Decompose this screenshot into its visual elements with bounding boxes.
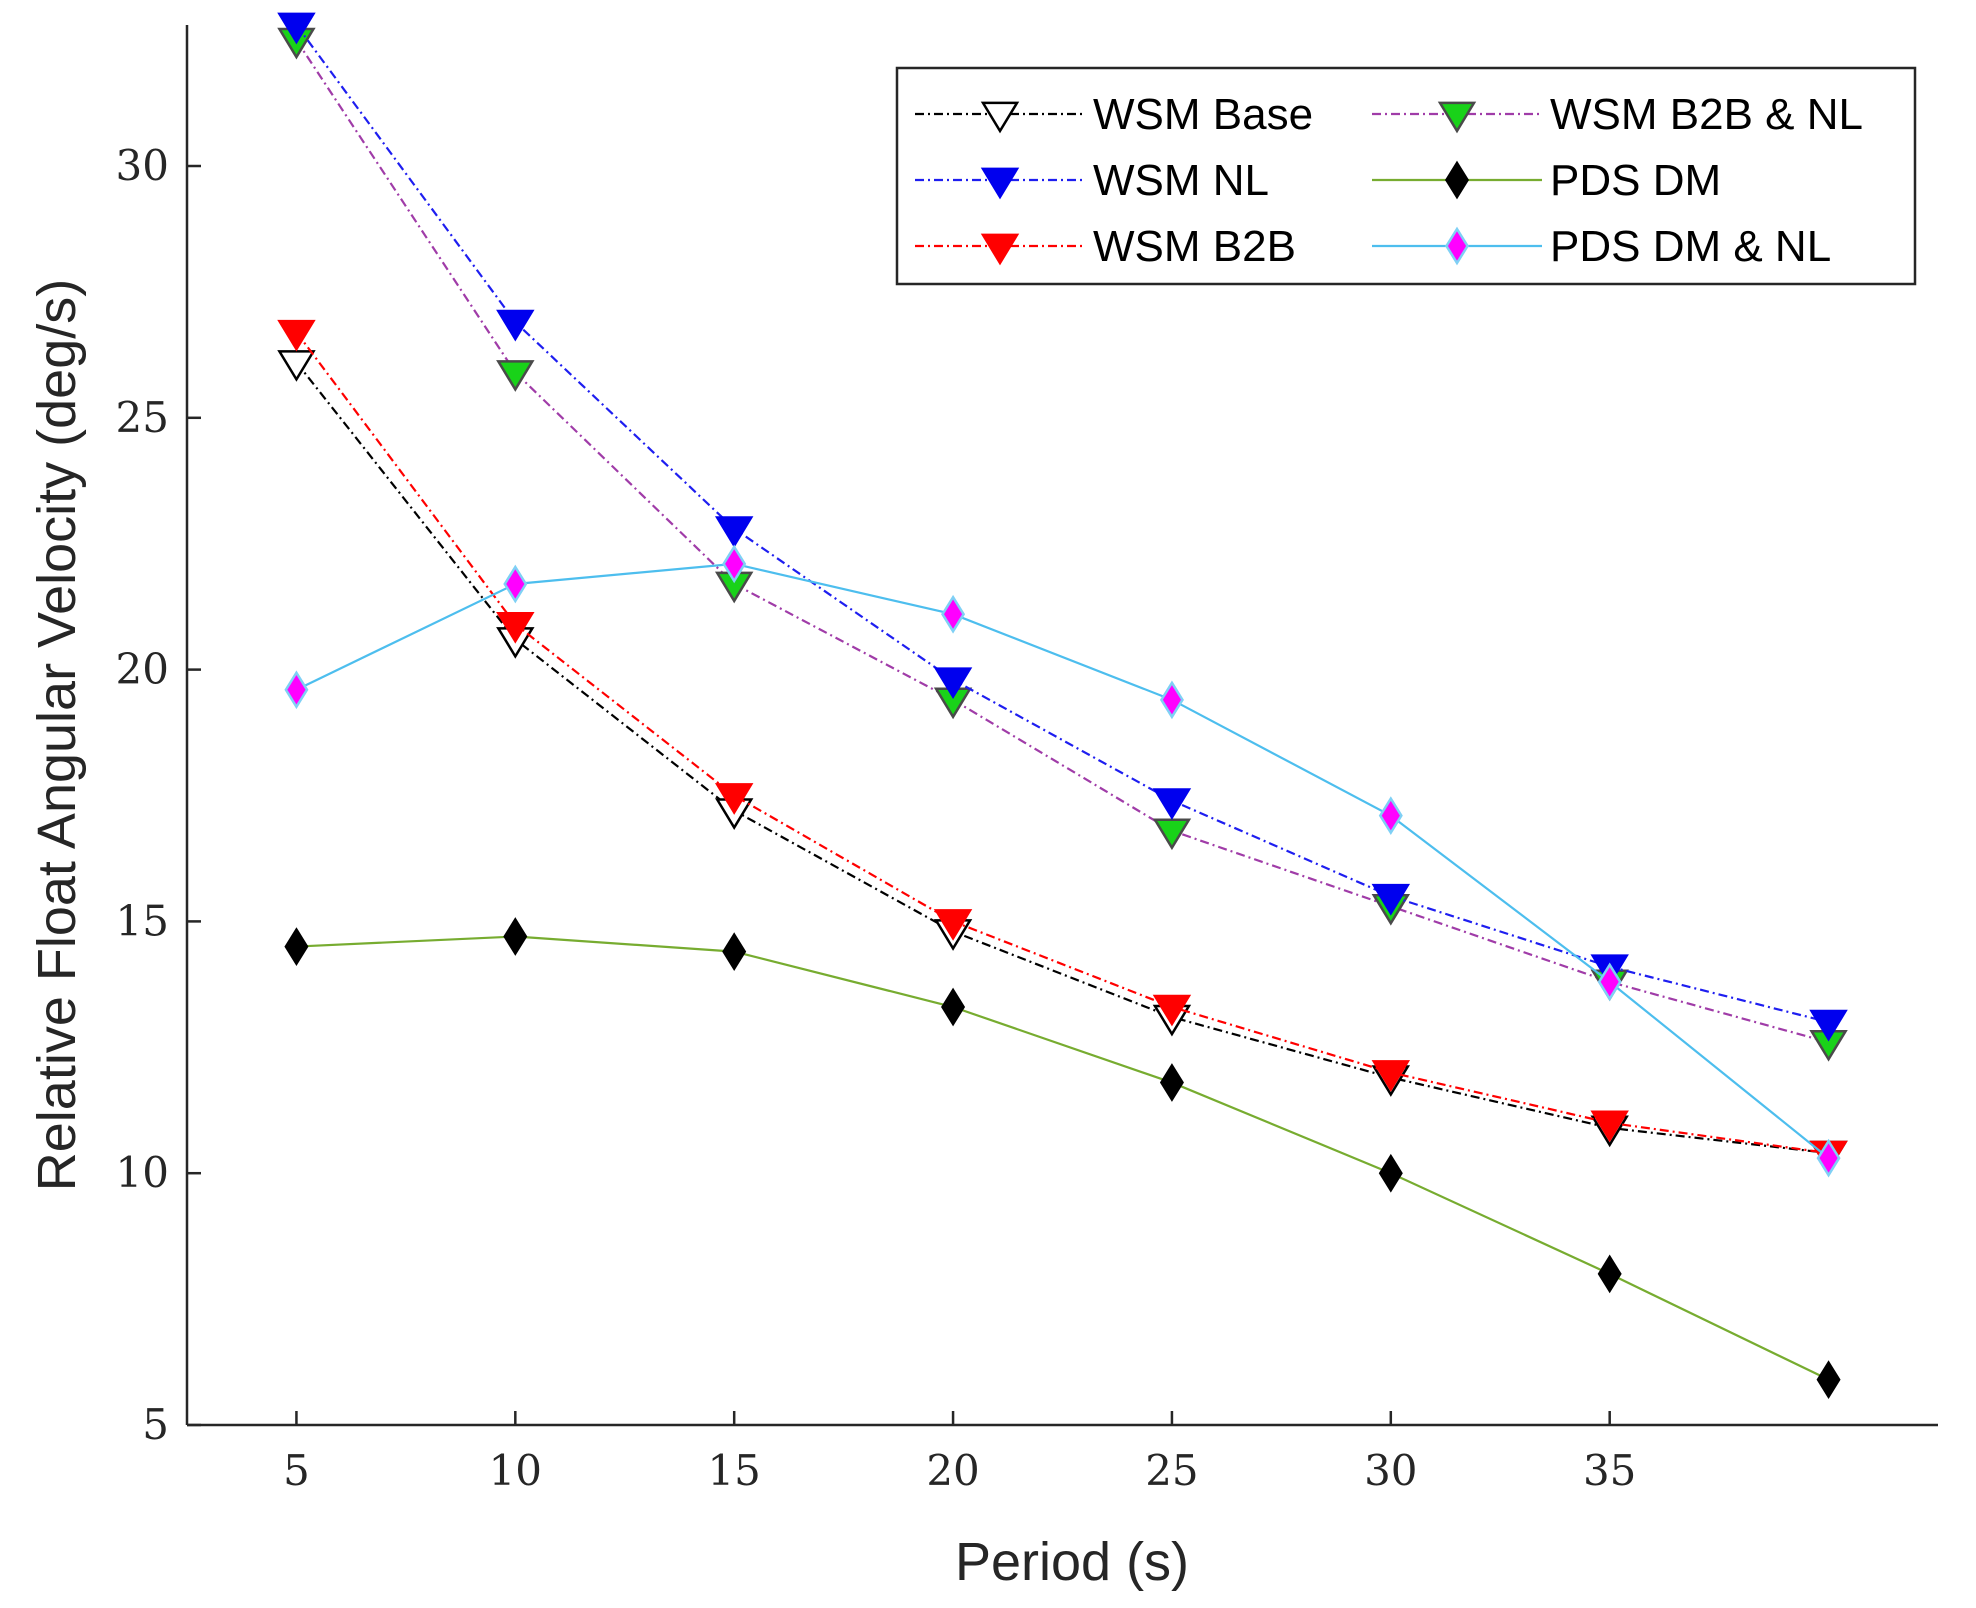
data-point	[722, 932, 747, 971]
data-point	[1371, 1060, 1411, 1092]
data-point	[277, 319, 316, 352]
data-point	[1159, 680, 1184, 720]
legend-marker	[1444, 226, 1470, 266]
series-line-wsm-b2b-and-nl	[295, 39, 1829, 1044]
data-point	[503, 564, 528, 604]
x-tick-label: 25	[1145, 1446, 1198, 1495]
legend-marker	[1444, 160, 1470, 200]
data-point	[503, 917, 528, 956]
y-tick-label: 20	[116, 645, 169, 694]
data-point	[496, 360, 535, 392]
series-line-wsm-base	[295, 361, 1829, 1155]
y-axis-title: Relative Float Angular Velocity (deg/s)	[27, 279, 87, 1191]
data-point	[1597, 1254, 1622, 1294]
data-point	[1809, 1009, 1848, 1042]
y-tick-label: 5	[142, 1400, 169, 1449]
series-wsm-base	[277, 350, 1848, 1173]
series-wsm-b2b	[277, 319, 1848, 1173]
series-pds-dm	[284, 917, 1841, 1400]
series-line-pds-dm	[296, 935, 1830, 1381]
x-tick-label: 5	[283, 1446, 310, 1495]
x-axis-title: Period (s)	[955, 1532, 1189, 1592]
data-point	[277, 12, 316, 45]
y-tick-label: 25	[116, 393, 169, 442]
legend-label: PDS DM	[1550, 156, 1721, 205]
series-pds-dm-and-nl	[284, 544, 1841, 1178]
legend-label: WSM NL	[1093, 156, 1269, 205]
legend-box	[895, 66, 1917, 286]
data-point	[1590, 1110, 1629, 1143]
data-point	[933, 909, 973, 941]
legend-item-wsm-b2b: WSM B2B	[915, 222, 1296, 271]
data-point	[1159, 1063, 1184, 1102]
data-point	[277, 350, 316, 382]
data-point	[714, 516, 754, 548]
data-point	[1597, 962, 1622, 1002]
data-point	[941, 987, 966, 1027]
y-ticks: 5 10 15 20 25 30	[116, 141, 201, 1449]
series-layer	[277, 12, 1848, 1400]
legend-marker	[980, 101, 1020, 134]
legend-item-pds-dm: PDS DM	[1372, 156, 1721, 205]
series-line-pds-dm-and-nl	[295, 562, 1830, 1159]
data-point	[1378, 796, 1403, 836]
data-point	[1152, 994, 1192, 1027]
data-point	[714, 783, 754, 815]
data-point	[1816, 1360, 1841, 1400]
x-ticks: 5 10 15 20 25 30 35	[283, 1411, 1636, 1495]
legend-item-wsm-nl: WSM NL	[915, 156, 1269, 205]
legend: WSM Base WSM B2B & NL WSM NL PDS DM WSM B2B P…	[895, 66, 1917, 286]
x-tick-label: 20	[926, 1446, 979, 1495]
legend-marker	[980, 233, 1020, 266]
data-point	[1378, 1153, 1403, 1193]
y-tick-label: 10	[116, 1148, 169, 1197]
data-point	[1816, 1138, 1841, 1178]
y-tick-label: 15	[116, 896, 169, 945]
x-tick-label: 15	[707, 1446, 760, 1495]
legend-item-wsm-b2b-and-nl: WSM B2B & NL	[1372, 90, 1863, 139]
series-line-wsm-b2b	[295, 331, 1829, 1155]
legend-label: WSM B2B & NL	[1550, 90, 1863, 139]
legend-label: WSM B2B	[1093, 222, 1296, 271]
data-point	[496, 611, 535, 644]
data-point	[284, 670, 309, 710]
data-point	[1371, 883, 1411, 916]
legend-item-pds-dm-and-nl: PDS DM & NL	[1372, 222, 1831, 271]
data-point	[933, 667, 973, 700]
data-point	[941, 594, 966, 634]
legend-label: WSM Base	[1093, 90, 1313, 139]
data-point	[284, 927, 309, 966]
data-point	[722, 544, 747, 584]
legend-marker	[980, 167, 1020, 200]
legend-item-wsm-base: WSM Base	[915, 90, 1313, 139]
x-tick-label: 30	[1364, 1446, 1417, 1495]
data-point	[1152, 788, 1192, 820]
y-tick-label: 30	[116, 141, 169, 190]
legend-marker	[1437, 101, 1477, 134]
data-point	[496, 309, 535, 342]
legend-items: WSM Base WSM B2B & NL WSM NL PDS DM WSM B2B P…	[915, 90, 1863, 271]
x-tick-label: 10	[489, 1446, 542, 1495]
x-tick-label: 35	[1583, 1446, 1636, 1495]
legend-label: PDS DM & NL	[1550, 222, 1831, 271]
